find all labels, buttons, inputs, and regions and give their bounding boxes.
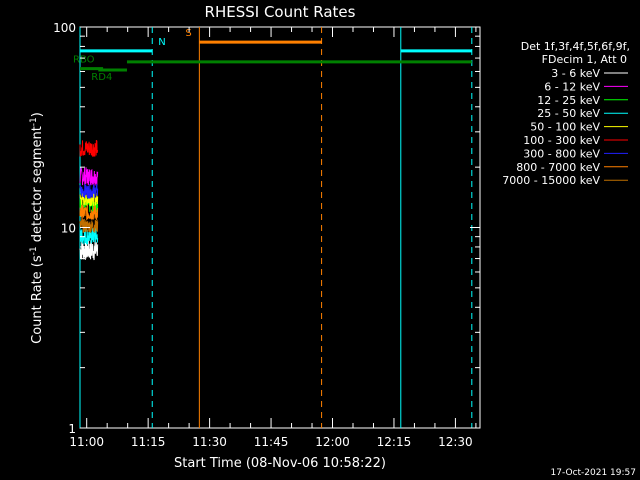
x-tick-label-3: 11:45 [254,435,289,449]
series-line-8 [79,218,99,233]
legend-label-4: 50 - 100 keV [530,121,600,134]
legend-label-8: 7000 - 15000 keV [502,174,600,187]
x-tick-label-6: 12:30 [438,435,473,449]
legend-label-6: 300 - 800 keV [523,147,600,160]
series-line-5 [79,139,99,157]
interval-label-0: N [158,37,165,48]
x-axis-label: Start Time (08-Nov-06 10:58:22) [174,456,386,471]
y-axis-label-mid: detector segment [30,126,45,246]
footer-date: 17-Oct-2021 19:57 [551,468,636,478]
legend: Det 1f,3f,4f,5f,6f,9f, FDecim 1, Att 0 3… [502,40,630,187]
series-line-0 [79,238,99,261]
axis-layer [80,26,480,429]
x-tick-label-2: 11:30 [192,435,227,449]
interval-label-4: RD4 [91,72,112,83]
series-line-1 [79,167,99,186]
interval-layer: N S RBO RD4 [73,28,472,83]
legend-label-3: 25 - 50 keV [537,107,600,120]
legend-label-5: 100 - 300 keV [523,134,600,147]
y-axis-label-sup1: -1 [29,246,39,255]
series-line-3 [79,228,99,245]
legend-label-7: 800 - 7000 keV [516,161,600,174]
y-axis-label: Count Rate (s-1 detector segment-1) [29,112,45,344]
chart-title: RHESSI Count Rates [205,3,356,21]
y-axis-label-sup2: -1 [29,117,39,126]
y-axis-label-main: Count Rate (s [30,255,45,344]
legend-header-line-2: FDecim 1, Att 0 [542,53,627,66]
interval-label-3: RBO [73,55,95,66]
legend-label-2: 12 - 25 keV [537,94,600,107]
y-axis-label-end: ) [30,112,45,117]
x-tick-label-0: 11:00 [69,435,104,449]
x-tick-label-4: 12:00 [315,435,350,449]
series-line-7 [79,203,99,221]
data-layer [79,27,473,428]
plot-frame [79,26,481,429]
x-tick-label-5: 12:15 [377,435,412,449]
x-tick-label-1: 11:15 [131,435,166,449]
interval-label-2: S [185,28,191,39]
legend-label-0: 3 - 6 keV [551,67,600,80]
legend-header-line-1: Det 1f,3f,4f,5f,6f,9f, [521,40,630,53]
series-line-6 [79,183,99,199]
y-tick-label-1: 10 [61,222,76,236]
legend-label-1: 6 - 12 keV [544,80,600,93]
y-tick-label-0: 1 [68,422,76,436]
y-tick-label-2: 100 [53,21,76,35]
tick-label-layer: 1 10 100 11:00 11:15 11:30 11:45 12:00 12:15 12:3… [53,21,473,449]
